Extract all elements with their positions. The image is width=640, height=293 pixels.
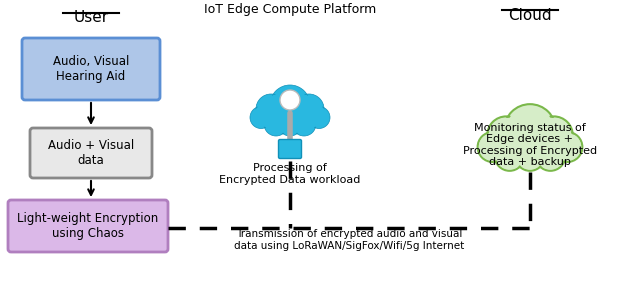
FancyBboxPatch shape (30, 128, 152, 178)
Circle shape (250, 106, 272, 129)
FancyBboxPatch shape (22, 38, 160, 100)
Circle shape (264, 112, 288, 136)
Circle shape (251, 108, 271, 127)
Circle shape (535, 116, 573, 154)
FancyBboxPatch shape (8, 200, 168, 252)
Circle shape (496, 142, 524, 170)
Circle shape (515, 141, 545, 171)
Circle shape (479, 133, 506, 161)
Circle shape (257, 96, 285, 122)
Circle shape (278, 112, 302, 136)
Circle shape (516, 142, 544, 170)
Text: IoT Edge Compute Platform: IoT Edge Compute Platform (204, 4, 376, 16)
Circle shape (536, 142, 564, 170)
Text: Transmission of encrypted audio and visual
data using LoRaWAN/SigFox/Wifi/5g Int: Transmission of encrypted audio and visu… (234, 229, 464, 251)
Circle shape (309, 108, 329, 127)
Circle shape (495, 141, 525, 171)
Circle shape (272, 87, 308, 123)
Circle shape (292, 112, 316, 136)
Circle shape (308, 106, 330, 129)
Circle shape (477, 132, 508, 162)
Circle shape (552, 132, 582, 162)
Circle shape (296, 96, 323, 122)
FancyBboxPatch shape (278, 139, 301, 159)
Text: Light-weight Encryption
using Chaos: Light-weight Encryption using Chaos (17, 212, 159, 240)
Text: Audio + Visual
data: Audio + Visual data (48, 139, 134, 167)
Circle shape (294, 94, 324, 124)
Text: Cloud: Cloud (508, 8, 552, 23)
Circle shape (293, 113, 315, 135)
Text: User: User (74, 11, 109, 25)
Circle shape (504, 104, 556, 156)
Circle shape (554, 133, 581, 161)
Text: Monitoring status of
Edge devices +
Processing of Encrypted
data + backup: Monitoring status of Edge devices + Proc… (463, 122, 597, 167)
Circle shape (506, 106, 554, 154)
Circle shape (489, 118, 524, 153)
Circle shape (487, 116, 525, 154)
Circle shape (536, 118, 572, 153)
Circle shape (265, 113, 287, 135)
Circle shape (279, 113, 301, 135)
Circle shape (536, 141, 565, 171)
Circle shape (256, 94, 286, 124)
Circle shape (270, 85, 310, 125)
Text: Audio, Visual
Hearing Aid: Audio, Visual Hearing Aid (53, 55, 129, 83)
Text: Processing of
Encrypted Data workload: Processing of Encrypted Data workload (220, 163, 361, 185)
Circle shape (280, 90, 300, 110)
